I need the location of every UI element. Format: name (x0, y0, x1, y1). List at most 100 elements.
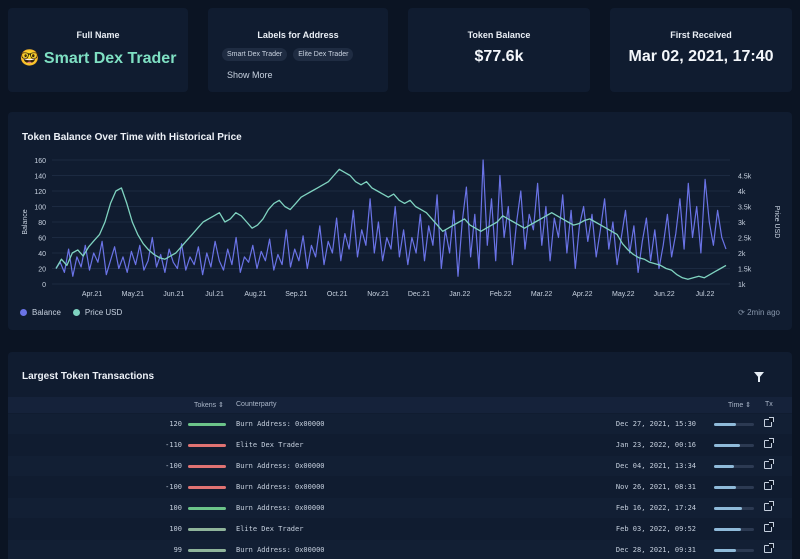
x-tick-label: Nov.21 (367, 291, 389, 298)
time-column-header[interactable]: Time ⇕ (728, 402, 752, 409)
external-link-icon[interactable] (764, 543, 774, 553)
token-amount: -100 (165, 462, 182, 470)
time-bar-fill (714, 507, 742, 510)
counterparty-column-header: Counterparty (236, 401, 277, 408)
external-link-icon[interactable] (764, 480, 774, 490)
y2-tick-label: 1k (738, 282, 746, 289)
y-tick-label: 100 (34, 205, 46, 212)
time-bar-fill (714, 423, 736, 426)
x-tick-label: Jun.22 (654, 291, 675, 298)
external-link-icon[interactable] (764, 501, 774, 511)
counterparty[interactable]: Burn Address: 0x00000 (236, 462, 325, 470)
amount-bar (188, 549, 226, 552)
first-received-card: First Received Mar 02, 2021, 17:40 (610, 8, 792, 92)
legend-balance-label: Balance (32, 308, 61, 317)
y-tick-label: 80 (38, 220, 46, 227)
balance-dot-icon (20, 309, 27, 316)
token-amount: -100 (165, 483, 182, 491)
filter-icon[interactable] (754, 372, 764, 382)
first-received-value: Mar 02, 2021, 17:40 (628, 48, 774, 65)
time-bar (714, 444, 754, 447)
x-tick-label: May.21 (122, 291, 145, 298)
tx-time: Dec 04, 2021, 13:34 (615, 462, 696, 470)
x-tick-label: Feb.22 (490, 291, 512, 298)
tx-time: Dec 28, 2021, 09:31 (615, 546, 696, 554)
y2-tick-label: 1.5k (738, 267, 752, 274)
amount-bar (188, 423, 226, 426)
y-tick-label: 160 (34, 158, 46, 165)
token-balance-value: $77.6k (474, 48, 524, 65)
time-bar-fill (714, 465, 734, 468)
y2-tick-label: 3k (738, 220, 746, 227)
show-more-link[interactable]: Show More (227, 70, 273, 80)
y2-tick-label: 2.5k (738, 236, 752, 243)
time-bar (714, 507, 754, 510)
time-bar-fill (714, 444, 740, 447)
transactions-card: Largest Token Transactions Tokens ⇕ Coun… (8, 352, 792, 559)
x-tick-label: Apr.22 (572, 291, 592, 298)
full-name-value: 🤓 Smart Dex Trader (8, 48, 188, 68)
label-tag[interactable]: Smart Dex Trader (222, 48, 288, 61)
amount-bar (188, 507, 226, 510)
time-bar (714, 465, 754, 468)
legend-price[interactable]: Price USD (72, 308, 123, 317)
external-link-icon[interactable] (764, 522, 774, 532)
table-row[interactable]: -110 Elite Dex Trader Jan 23, 2022, 00:16 (8, 435, 792, 455)
tx-time: Jan 23, 2022, 00:16 (615, 441, 696, 449)
external-link-icon[interactable] (764, 417, 774, 427)
time-bar (714, 549, 754, 552)
x-tick-label: Jul.22 (696, 291, 715, 298)
table-row[interactable]: 100 Elite Dex Trader Feb 03, 2022, 09:52 (8, 519, 792, 539)
counterparty[interactable]: Burn Address: 0x00000 (236, 420, 325, 428)
time-bar-fill (714, 528, 742, 531)
full-name-title: Full Name (76, 30, 120, 40)
x-tick-label: May.22 (612, 291, 635, 298)
table-row[interactable]: -100 Burn Address: 0x00000 Dec 04, 2021, 1… (8, 456, 792, 476)
token-amount: 100 (169, 504, 182, 512)
x-tick-label: Mar.22 (531, 291, 553, 298)
labels-title: Labels for Address (257, 30, 339, 40)
y-tick-label: 140 (34, 174, 46, 181)
counterparty[interactable]: Burn Address: 0x00000 (236, 504, 325, 512)
counterparty[interactable]: Burn Address: 0x00000 (236, 546, 325, 554)
x-tick-label: Jun.21 (163, 291, 184, 298)
first-received-title: First Received (670, 30, 732, 40)
legend-price-label: Price USD (84, 308, 123, 317)
time-bar-fill (714, 549, 736, 552)
balance-series-line (55, 159, 727, 277)
x-tick-label: Jan.22 (449, 291, 470, 298)
x-tick-label: Sep.21 (285, 291, 307, 298)
token-balance-title: Token Balance (467, 30, 531, 40)
amount-bar (188, 444, 226, 447)
time-bar (714, 486, 754, 489)
y-tick-label: 40 (38, 251, 46, 258)
balance-price-chart: 0 20 40 60 80 100 120 140 160 1k 1.5k 2k 2.5k 3k 3.5k 4… (22, 158, 780, 298)
time-bar (714, 423, 754, 426)
counterparty[interactable]: Elite Dex Trader (236, 525, 304, 533)
counterparty[interactable]: Elite Dex Trader (236, 441, 304, 449)
legend-balance[interactable]: Balance (20, 308, 61, 317)
y2-tick-label: 4k (738, 189, 746, 196)
y-tick-label: 60 (38, 236, 46, 243)
external-link-icon[interactable] (764, 459, 774, 469)
label-tag[interactable]: Elite Dex Trader (293, 48, 354, 61)
table-row[interactable]: 120 Burn Address: 0x00000 Dec 27, 2021, 15… (8, 414, 792, 434)
x-tick-label: Dec.21 (408, 291, 430, 298)
table-row[interactable]: 100 Burn Address: 0x00000 Feb 16, 2022, 17… (8, 498, 792, 518)
refresh-icon: ⟳ (738, 308, 745, 317)
tokens-column-header[interactable]: Tokens ⇕ (194, 402, 224, 409)
balance-chart-card: Token Balance Over Time with Historical … (8, 112, 792, 330)
table-row[interactable]: -100 Burn Address: 0x00000 Nov 26, 2021, 0… (8, 477, 792, 497)
time-bar-fill (714, 486, 736, 489)
amount-bar (188, 465, 226, 468)
token-balance-card: Token Balance $77.6k (408, 8, 590, 92)
transactions-header: Tokens ⇕ Counterparty Time ⇕ Tx (8, 397, 792, 413)
token-amount: 120 (169, 420, 182, 428)
y-tick-label: 20 (38, 267, 46, 274)
transactions-title: Largest Token Transactions (22, 371, 155, 382)
table-row[interactable]: 99 Burn Address: 0x00000 Dec 28, 2021, 09:… (8, 540, 792, 559)
external-link-icon[interactable] (764, 438, 774, 448)
counterparty[interactable]: Burn Address: 0x00000 (236, 483, 325, 491)
full-name-text: Smart Dex Trader (43, 50, 177, 67)
tx-time: Nov 26, 2021, 08:31 (615, 483, 696, 491)
